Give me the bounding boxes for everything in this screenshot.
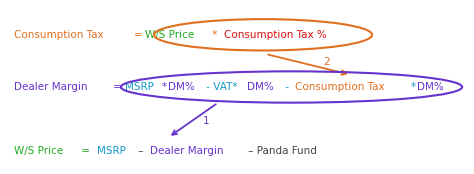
Text: *: * <box>411 82 416 92</box>
Text: - VAT*: - VAT* <box>203 82 237 92</box>
Text: W/S Price: W/S Price <box>146 30 195 40</box>
Text: MSRP: MSRP <box>125 82 154 92</box>
Text: DM%: DM% <box>168 82 195 92</box>
Text: =: = <box>113 82 122 92</box>
Text: DM%: DM% <box>247 82 274 92</box>
Text: – Panda Fund: – Panda Fund <box>245 146 317 156</box>
Text: =: = <box>78 146 93 156</box>
Text: 2: 2 <box>324 57 330 67</box>
Text: –: – <box>135 146 146 156</box>
Text: MSRP: MSRP <box>98 146 126 156</box>
Text: =: = <box>134 30 143 40</box>
Text: Consumption Tax: Consumption Tax <box>295 82 385 92</box>
Text: Dealer Margin: Dealer Margin <box>14 82 91 92</box>
Text: DM%: DM% <box>418 82 444 92</box>
Text: *: * <box>162 82 167 92</box>
Text: 1: 1 <box>203 116 210 126</box>
Text: Consumption Tax: Consumption Tax <box>14 30 107 40</box>
Text: -: - <box>282 82 292 92</box>
Text: W/S Price: W/S Price <box>14 146 64 156</box>
Text: *: * <box>209 30 220 40</box>
Text: Consumption Tax %: Consumption Tax % <box>224 30 327 40</box>
Text: Dealer Margin: Dealer Margin <box>150 146 223 156</box>
